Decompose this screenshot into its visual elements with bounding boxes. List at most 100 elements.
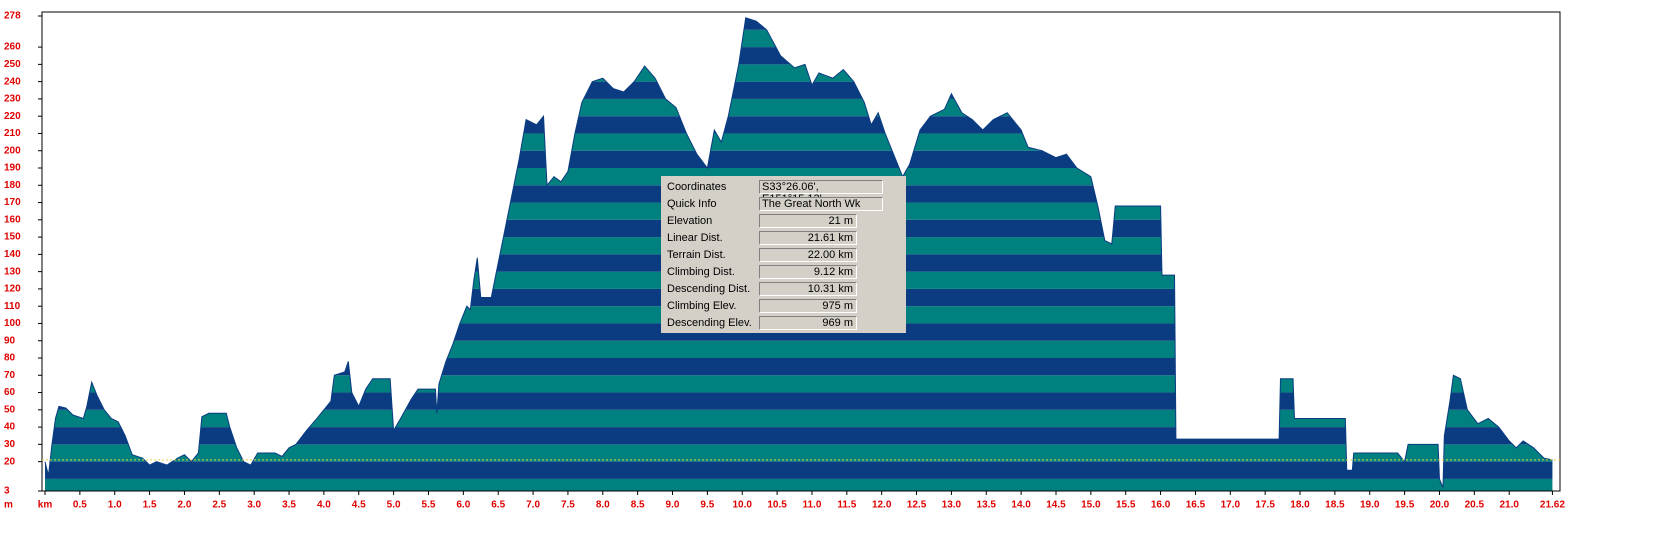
info-value: 969 m [759,316,857,330]
stripe [45,444,1553,462]
x-tick-label: 14.0 [1011,500,1031,511]
elevation-area [44,17,1553,488]
x-tick-label: 5.5 [422,500,436,511]
stripe [45,81,1553,99]
y-tick-label: 230 [4,94,21,105]
x-tick-label: 16.0 [1151,500,1171,511]
x-tick-label: 20.5 [1465,500,1485,511]
y-tick-label: 130 [4,266,21,277]
x-tick-label: 7.0 [526,500,540,511]
x-tick-label: 4.5 [352,500,366,511]
y-tick-label: 60 [4,387,16,398]
info-value: 21.61 km [759,231,857,245]
y-tick-label: 240 [4,76,21,87]
x-tick-label: 1.0 [108,500,122,511]
plot-frame [41,11,1561,492]
y-tick-label: 70 [4,370,16,381]
stripe [45,98,1553,117]
x-tick-label: 19.5 [1395,500,1415,511]
info-row: Coordinates S33°26.06', E151°15.13' [661,179,906,205]
x-tick-label: km [38,500,53,511]
x-tick-label: 6.0 [456,500,470,511]
info-row: Linear Dist. 21.61 km [661,230,906,247]
stripe [45,427,1553,445]
stripe [45,340,1553,358]
info-label: Climbing Elev. [667,300,737,312]
y-tick-label: 180 [4,180,21,191]
x-tick-label: 2.5 [212,500,226,511]
info-row: Terrain Dist. 22.00 km [661,247,906,264]
y-tick-label: 90 [4,335,16,346]
y-tick-label: 278 [4,11,21,22]
y-tick-label: 140 [4,249,21,260]
x-tick-label: 10.5 [767,500,787,511]
info-value: S33°26.06', E151°15.13' [759,180,883,205]
x-tick-label: 7.5 [561,500,575,511]
x-tick-label: 17.5 [1255,500,1275,511]
x-tick-label: 12.5 [907,500,927,511]
info-row: Climbing Dist. 9.12 km [661,264,906,281]
x-tick-label: 5.0 [387,500,401,511]
y-tick-label: 20 [4,456,16,467]
y-tick-label: 40 [4,422,16,433]
x-tick-label: 6.5 [491,500,505,511]
x-tick-label: 2.0 [177,500,191,511]
info-row: Climbing Elev. 975 m [661,298,906,315]
y-tick-label: 220 [4,111,21,122]
x-tick-label: 20.0 [1430,500,1450,511]
y-tick-label: 170 [4,197,21,208]
x-tick-label: 16.5 [1186,500,1206,511]
x-tick-label: 10.0 [733,500,753,511]
info-row: Quick Info The Great North Wk [661,196,906,213]
x-tick-label: 12.0 [872,500,892,511]
x-tick-label: 18.5 [1325,500,1345,511]
x-tick-label: 15.0 [1081,500,1101,511]
info-row: Descending Dist. 10.31 km [661,281,906,298]
y-tick-label: 120 [4,284,21,295]
info-value: The Great North Wk [759,197,883,211]
y-tick-label: 80 [4,353,16,364]
y-tick-label: 210 [4,128,21,139]
y-tick-label: 150 [4,232,21,243]
y-tick-label: 3 [4,486,10,497]
x-tick-label: 13.0 [942,500,962,511]
y-tick-label: 200 [4,145,21,156]
x-tick-label: 11.5 [837,500,856,511]
info-value: 10.31 km [759,282,857,296]
y-tick-label: 100 [4,318,21,329]
x-tick-label: 19.0 [1360,500,1380,511]
info-value: 21 m [759,214,857,228]
x-tick-label: 17.0 [1221,500,1241,511]
info-label: Terrain Dist. [667,249,726,261]
x-tick-label: 9.0 [666,500,680,511]
stripe [45,133,1553,151]
x-tick-label: 21.62 [1540,500,1565,511]
info-label: Quick Info [667,198,717,210]
info-value: 9.12 km [759,265,857,279]
info-row: Elevation 21 m [661,213,906,230]
x-tick-label: 3.0 [247,500,261,511]
x-tick-label: 1.5 [143,500,157,511]
stripe [45,29,1553,48]
x-tick-label: 8.5 [631,500,645,511]
y-unit: m [4,500,13,511]
y-tick-label: 260 [4,42,21,53]
x-tick-label: 11.0 [802,500,821,511]
stripe [45,64,1553,82]
x-tick-label: 9.5 [700,500,714,511]
x-tick-label: 0.5 [73,500,87,511]
stripe [45,17,1553,30]
info-label: Elevation [667,215,713,227]
y-tick-label: 50 [4,404,16,415]
x-tick-label: 3.5 [282,500,296,511]
stripe [45,358,1553,376]
x-tick-label: 4.0 [317,500,331,511]
x-tick-label: 18.0 [1290,500,1310,511]
y-tick-label: 160 [4,214,21,225]
stripe [45,47,1553,65]
stripe [45,116,1553,134]
info-label: Climbing Dist. [667,266,735,278]
x-tick-label: 13.5 [977,500,997,511]
